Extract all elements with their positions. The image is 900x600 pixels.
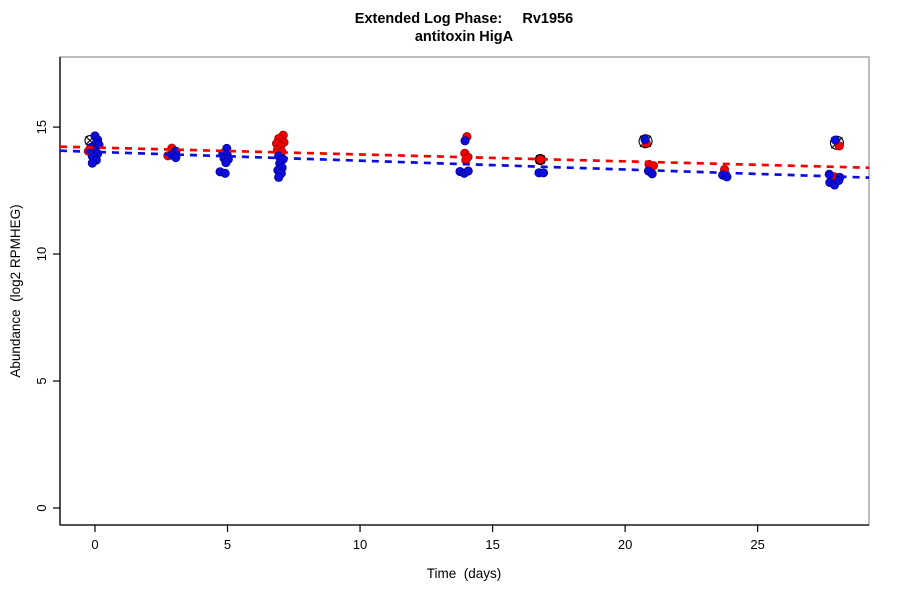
data-point-blue [87, 158, 97, 168]
x-tick-label: 15 [485, 537, 499, 552]
data-point-blue [460, 136, 470, 146]
y-tick-label: 15 [34, 120, 49, 134]
red-trend-line [59, 145, 870, 170]
x-tick-label: 0 [91, 537, 98, 552]
y-tick-label: 10 [34, 247, 49, 261]
data-point-blue [538, 168, 549, 178]
x-tick-label: 10 [353, 537, 367, 552]
x-axis-label: Time (days) [427, 566, 502, 581]
y-axis-label: Abundance (log2 RPMHEG) [8, 204, 23, 377]
data-point-blue [274, 172, 284, 182]
data-point-blue [834, 175, 844, 185]
data-point-blue [221, 158, 231, 168]
plot-area: 0 5 10 15 20 25 0 5 10 15 [34, 56, 870, 552]
x-tick-label: 25 [750, 537, 764, 552]
plot-border [59, 56, 870, 526]
chart-title-line2: antitoxin HigA [415, 29, 514, 45]
data-point-blue [647, 169, 657, 179]
y-tick-label: 0 [34, 504, 49, 511]
data-point-blue [220, 168, 230, 178]
chart-title-line1: Extended Log Phase: Rv1956 [355, 11, 573, 27]
blue-trend-line [59, 149, 870, 179]
data-point-blue [640, 134, 650, 145]
data-point-blue [830, 135, 840, 145]
y-tick-label: 5 [34, 377, 49, 384]
x-tick-label: 20 [618, 537, 632, 552]
x-tick-label: 5 [224, 537, 231, 552]
data-point-blue [463, 166, 473, 176]
